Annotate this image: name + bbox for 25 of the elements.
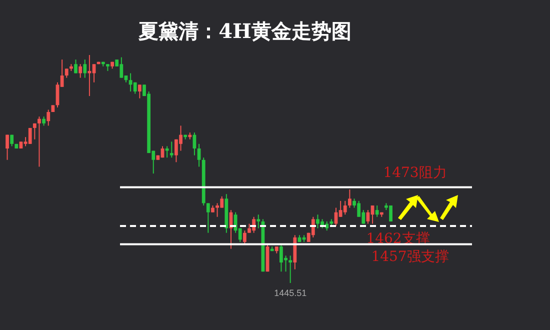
chart-title: 夏黛清：4H黄金走势图: [138, 19, 352, 43]
candlestick: [42, 116, 46, 126]
candlestick: [138, 84, 142, 99]
candlestick: [64, 68, 68, 78]
candlestick: [28, 127, 32, 144]
candlestick: [343, 200, 347, 216]
candlestick: [311, 216, 315, 238]
candlestick: [38, 116, 41, 168]
candlestick: [74, 59, 78, 74]
candlestick: [375, 204, 379, 218]
candlestick: [165, 146, 169, 158]
candlestick: [78, 64, 82, 78]
candlestick: [46, 109, 50, 126]
candlestick: [242, 230, 246, 245]
candlestick: [206, 202, 210, 234]
candlestick: [256, 214, 260, 229]
ref-line-label: 1473阻力: [383, 165, 447, 182]
candlestick: [170, 141, 174, 158]
candlestick: [288, 255, 292, 284]
candlestick: [83, 59, 87, 78]
ref-line-label: 1457强支撑: [371, 249, 449, 266]
candlestick: [348, 189, 352, 208]
candlestick: [6, 134, 9, 160]
candlestick: [32, 122, 36, 140]
annotation: 1445.51: [274, 288, 307, 298]
